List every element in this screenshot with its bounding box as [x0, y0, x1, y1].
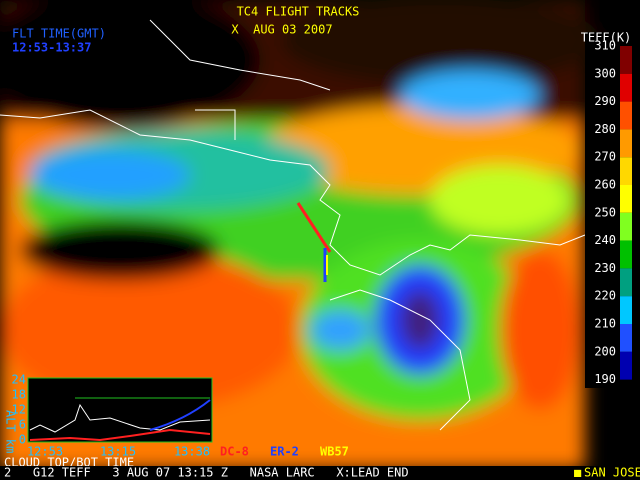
inset-x-tick-label: 12:53	[27, 445, 63, 459]
colorbar-segment	[620, 46, 632, 74]
inset-plot: ALT km	[4, 377, 213, 453]
colorbar-tick-label: 310	[594, 39, 616, 53]
colorbar-tick-label: 260	[594, 178, 616, 192]
aircraft-legend: DC-8 ER-2 WB57	[220, 445, 349, 459]
flight-time: 12:53-13:37	[12, 41, 91, 55]
colorbar-segment	[620, 268, 632, 297]
colorbar-segment	[620, 129, 632, 158]
inset-y-tick-label: 12	[12, 403, 26, 417]
flight-tracks	[296, 202, 332, 282]
colorbar-segment	[620, 73, 632, 102]
flight-time-label: FLT TIME(GMT)	[12, 27, 106, 41]
dc8-track	[296, 202, 332, 253]
aircraft-label: DC-8	[220, 445, 249, 459]
colorbar-tick-label: 210	[594, 317, 616, 331]
inset-trace	[29, 403, 211, 433]
colorbar-tick-label: 240	[594, 233, 616, 247]
inset-trace	[29, 428, 211, 442]
aircraft-label: ER-2	[270, 445, 299, 459]
colorbar-segment	[620, 212, 632, 241]
colorbar-label: TEFF(K)	[581, 31, 632, 45]
city-marker: ■	[574, 466, 582, 480]
inset-y-tick-label: 18	[12, 388, 26, 402]
colorbar-tick-label: 190	[594, 372, 616, 386]
colorbar-segment	[620, 296, 632, 324]
city-name: SAN JOSE	[584, 466, 640, 480]
inset-y-tick-label: 6	[19, 418, 26, 432]
inset-y-tick-label: 0	[19, 433, 26, 447]
colorbar: TEFF(K) 310 300 290 280 270 260 250 240 230 220 21…	[581, 31, 640, 388]
colorbar-segment	[620, 351, 632, 380]
colorbar-tick-label: 200	[594, 344, 616, 358]
colorbar-segment	[620, 324, 632, 352]
colorbar-tick-label: 280	[594, 122, 616, 136]
colorbar-tick-label: 290	[594, 94, 616, 108]
colorbar-tick-label: 230	[594, 261, 616, 275]
footer-info: 2 G12 TEFF 3 AUG 07 13:15 Z NASA LARC X:…	[4, 466, 409, 480]
inset-y-label: ALT km	[4, 410, 18, 453]
inset-x-tick-label: 13:38	[174, 445, 210, 459]
inset-y-tick-label: 24	[12, 373, 26, 387]
colorbar-tick-label: 220	[594, 289, 616, 303]
aircraft-label: WB57	[320, 445, 349, 459]
inset-x-tick-label: 13:15	[100, 445, 136, 459]
inset-trace	[149, 399, 211, 431]
colorbar-tick-label: 270	[594, 150, 616, 164]
title: TC4 FLIGHT TRACKS	[237, 5, 360, 19]
colorbar-segment	[620, 157, 632, 185]
colorbar-tick-label: 250	[594, 205, 616, 219]
colorbar-segment	[620, 185, 632, 213]
footer-band	[0, 466, 640, 480]
coastlines	[0, 19, 586, 431]
colorbar-tick-label: 300	[594, 66, 616, 80]
date: X AUG 03 2007	[231, 23, 332, 37]
colorbar-segment	[620, 101, 632, 130]
cloud-imagery	[0, 0, 600, 470]
colorbar-segment	[620, 240, 632, 269]
